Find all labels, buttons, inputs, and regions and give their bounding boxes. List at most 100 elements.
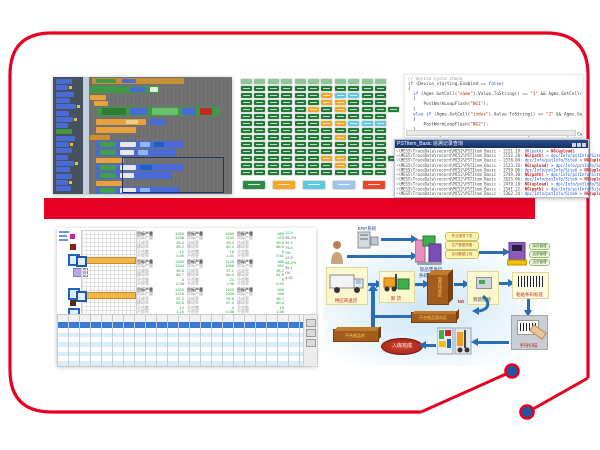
grid-cell (375, 142, 386, 147)
grid-cell (294, 135, 306, 140)
legend-swatch (273, 181, 295, 189)
hand-icon (529, 324, 547, 340)
unload-label: 卸 货 (390, 296, 402, 301)
brown-marker-icon (70, 300, 76, 306)
grid-cell (361, 170, 373, 175)
block-chip (120, 165, 136, 170)
workspace-block (90, 135, 110, 140)
screenshot-status-grid (241, 79, 400, 177)
grid-cell (281, 121, 293, 126)
grid-cell (334, 121, 346, 126)
block-chip (130, 87, 146, 92)
screenshot-log-window: PSTItem_Basic 追溯记录查询 ~\MES5\TraceData\re… (394, 139, 600, 198)
palette-block (56, 97, 70, 103)
workspace-block (96, 181, 122, 186)
line-layout-grid (81, 230, 137, 316)
grid-cell (267, 128, 279, 133)
grid-cell (281, 142, 293, 147)
table-row[interactable] (58, 360, 304, 366)
side-button[interactable] (306, 329, 316, 337)
magenta-marker-icon (70, 234, 75, 239)
grid-cell (267, 156, 279, 161)
grid-cell (241, 93, 252, 98)
grid-cell (375, 170, 386, 175)
ngbar-label: 不合格品暂存区 (419, 315, 447, 320)
grid-cell (254, 170, 266, 175)
grid-cell (334, 170, 346, 175)
return-line (373, 315, 411, 318)
grid-header-cell (294, 79, 306, 84)
grid-cell (254, 149, 266, 154)
block-chip (182, 108, 196, 115)
block-chip (120, 173, 134, 178)
arrow (415, 283, 424, 286)
grid-cell (321, 156, 333, 161)
workspace-block (96, 158, 124, 163)
grid-cell (254, 163, 266, 168)
grid-cell (308, 121, 319, 126)
block-chip (122, 79, 136, 83)
block-chip (120, 150, 134, 155)
grid-cell (321, 121, 333, 126)
grid-header-cell (267, 79, 279, 84)
grid-cell (308, 163, 319, 168)
inspect-box: 到货检验 (467, 271, 499, 305)
grid-cell (375, 93, 386, 98)
grid-header-cell (321, 79, 333, 84)
arrow-left (424, 344, 436, 347)
erp-label: ERP系统 (357, 226, 377, 231)
grid-cell (334, 135, 346, 140)
log-title: PSTItem_Basic 追溯记录查询 (397, 141, 463, 147)
workspace-block (96, 149, 176, 156)
screenshot-code-editor: // device cycle check if (Device_starting… (404, 74, 583, 138)
kpi-group: 目标产量 1100 实际产量 1068 达成率 97.1 稼动率 84.3 不良数 21 不良率 1.… (187, 259, 234, 287)
side-button[interactable] (306, 339, 316, 347)
grid-cell (321, 100, 333, 105)
grid-cell (281, 128, 293, 133)
palette-block (56, 186, 71, 192)
palette-block (56, 179, 68, 185)
log-row: ~\MES5\TraceData\record\MC52\PSTItem_Bas… (396, 191, 600, 197)
grid-cell (308, 128, 319, 133)
block-chip (100, 150, 116, 155)
grid-cell (334, 86, 346, 91)
side-button[interactable] (306, 319, 316, 327)
grid-cell (361, 142, 373, 147)
close-icon (582, 143, 586, 147)
palette-block (56, 148, 72, 154)
kpi-group: 目标产量 980 实际产量 975 达成率 99.5 稼动率 88.0 不良数 5 不良率 0.51 (237, 231, 284, 259)
frame-path (8, 31, 590, 414)
grid-cell (361, 114, 373, 119)
grid-cell (375, 128, 386, 133)
grid-cell (254, 114, 266, 119)
grid-cell (308, 100, 319, 105)
done-ellipse: 入库完成 (381, 338, 423, 355)
grid-cell (267, 93, 279, 98)
grid-header-cell (361, 79, 373, 84)
grid-cell (267, 149, 279, 154)
grid-cell (375, 121, 386, 126)
grid-cell (254, 107, 266, 112)
conveyor-head-icon (76, 256, 87, 267)
grid-cell (348, 149, 360, 154)
grid-cell (321, 142, 333, 147)
grid-cell (267, 135, 279, 140)
grid-cell (241, 100, 252, 105)
grid-cell (241, 156, 252, 161)
grid-cell (281, 107, 293, 112)
step-label-2: 生产数据采集 (445, 241, 479, 250)
grid-cell (267, 121, 279, 126)
code-lines: // device cycle check if (Device_starting… (407, 76, 583, 136)
grid-cell (375, 114, 386, 119)
grid-cell (334, 149, 346, 154)
grid-cell (321, 128, 333, 133)
grid-cell (241, 128, 252, 133)
grid-cell (294, 170, 306, 175)
minimize-icon (572, 143, 576, 147)
grid-cell (294, 128, 306, 133)
ngstore-label: 不合格品库 (345, 333, 365, 338)
grid-header-cell (281, 79, 293, 84)
grid-cell (254, 128, 266, 133)
conveyor-bar (82, 257, 136, 264)
